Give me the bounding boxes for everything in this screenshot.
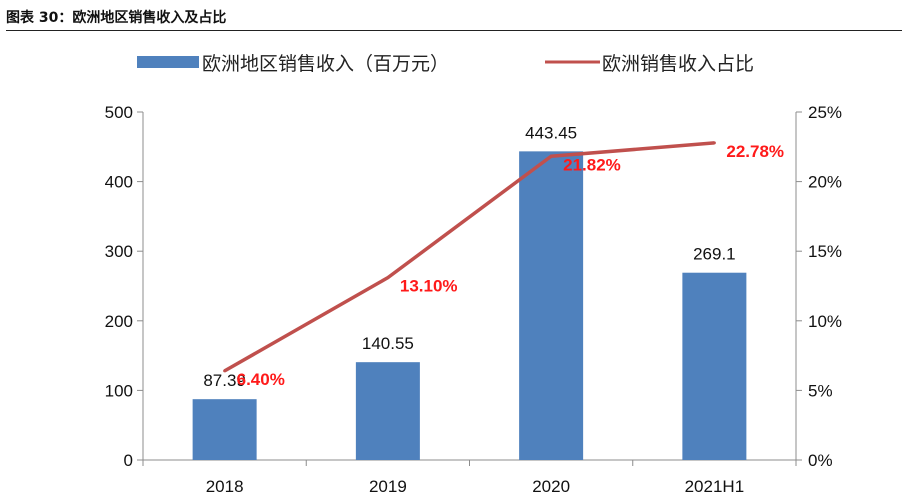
y-left-tick-label: 0 [124, 451, 133, 470]
line-point [712, 141, 716, 145]
line-value-label: 21.82% [563, 155, 621, 174]
bar [682, 272, 747, 460]
bars [192, 151, 747, 460]
line-point [223, 369, 227, 373]
y-right-tick-label: 15% [808, 242, 842, 261]
y-right-tick-label: 20% [808, 173, 842, 192]
bar-value-label: 269.1 [693, 245, 736, 264]
x-tick-label: 2021H1 [685, 477, 745, 496]
y-left-tick-label: 400 [105, 173, 133, 192]
ratio-line-path [223, 141, 715, 373]
y-right-tick-label: 10% [808, 312, 842, 331]
y-right-tick-label: 25% [808, 103, 842, 122]
line-value-label: 22.78% [726, 142, 784, 161]
y-left-tick-label: 300 [105, 242, 133, 261]
y-right-tick-label: 0% [808, 451, 833, 470]
title-rule [6, 30, 902, 31]
line-value-label: 13.10% [400, 277, 458, 296]
bar [355, 362, 420, 460]
y-left-tick-label: 200 [105, 312, 133, 331]
y-left-tick-label: 100 [105, 381, 133, 400]
line-point [386, 276, 390, 280]
line-point [549, 154, 553, 158]
y-left-tick-label: 500 [105, 103, 133, 122]
legend-swatch-bar [137, 56, 199, 68]
x-tick-label: 2020 [532, 477, 570, 496]
bar [192, 399, 257, 460]
data-labels: 87.39 140.55 443.45 269.1 6.40% 13.10% 21.82% 2… [203, 123, 784, 390]
figure-title: 图表 30：欧洲地区销售收入及占比 [6, 10, 227, 26]
line-value-label: 6.40% [237, 370, 285, 389]
ratio-line [223, 141, 716, 373]
y-right-tick-label: 5% [808, 381, 833, 400]
x-tick-label: 2018 [206, 477, 244, 496]
bar-value-label: 140.55 [362, 334, 414, 353]
legend-label-line: 欧洲销售收入占比 [602, 53, 754, 75]
bar-value-label: 87.39 [203, 371, 246, 390]
bar [519, 151, 584, 460]
legend: 欧洲地区销售收入（百万元） 欧洲销售收入占比 [137, 53, 754, 75]
bar-value-label: 443.45 [525, 123, 577, 142]
x-tick-label: 2019 [369, 477, 407, 496]
legend-label-bar: 欧洲地区销售收入（百万元） [202, 53, 449, 75]
